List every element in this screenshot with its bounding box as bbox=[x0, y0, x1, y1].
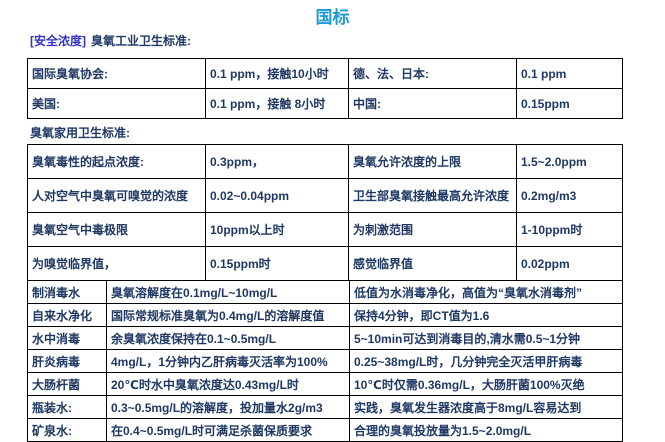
table1-cell: 国际臭氧协会: bbox=[27, 58, 206, 89]
page-title: 国标 bbox=[315, 8, 350, 27]
table3-cell: 合理的臭氧投放量为1.5~2.0mg/L bbox=[349, 418, 623, 442]
table1-cell: 0.1 ppm bbox=[516, 58, 623, 89]
table1-cell: 0.15ppm bbox=[516, 88, 623, 119]
table2-cell: 0.15ppm时 bbox=[205, 246, 349, 281]
table1-row: 美国: 0.1 ppm，接触 8小时 中国: 0.15ppm bbox=[27, 88, 623, 119]
table3-cell: 臭氧溶解度在0.1mg/L~10mg/L bbox=[106, 280, 350, 304]
table2-cell: 为刺激范围 bbox=[348, 212, 517, 247]
table3-cell: 矿泉水: bbox=[27, 418, 107, 442]
table3-cell: 瓶装水: bbox=[27, 395, 107, 419]
table2-cell: 0.02~0.04ppm bbox=[205, 178, 349, 213]
table3-row: 水中消毒 余臭氧浓度保持在0.1~0.5mg/L 5~10min可达到消毒目的,清水… bbox=[27, 326, 623, 350]
table3-cell: 0.25~38mg/L时，几分钟完全灭活甲肝病毒 bbox=[349, 349, 623, 373]
water-application-table: 制消毒水 臭氧溶解度在0.1mg/L~10mg/L 低值为水消毒净化，高值为“臭氧水… bbox=[27, 280, 623, 442]
safety-concentration-tag[interactable]: [安全浓度] bbox=[30, 34, 86, 48]
table2-cell: 人对空气中臭氧可嗅觉的浓度 bbox=[27, 178, 206, 213]
table2-cell: 0.02ppm bbox=[516, 246, 623, 281]
table2-cell: 卫生部臭氧接触最高允许浓度 bbox=[348, 178, 517, 213]
table1-cell: 中国: bbox=[348, 88, 517, 119]
table3-cell: 余臭氧浓度保持在0.1~0.5mg/L bbox=[106, 326, 350, 350]
table3-cell: 国际常规标准臭氧为0.4mg/L的溶解度值 bbox=[106, 303, 350, 327]
table2-row: 人对空气中臭氧可嗅觉的浓度 0.02~0.04ppm 卫生部臭氧接触最高允许浓度 0.… bbox=[27, 178, 623, 213]
table3-cell: 肝炎病毒 bbox=[27, 349, 107, 373]
table3-cell: 20℃时水中臭氧浓度达0.43mg/L时 bbox=[106, 372, 350, 396]
table3-row: 瓶装水: 0.3~0.5mg/L的溶解度，投加量水2g/m3 实践，臭氧发生器浓度高… bbox=[27, 395, 623, 419]
section1-heading: [安全浓度] 臭氧工业卫生标准: bbox=[30, 32, 665, 49]
table2-cell: 0.2mg/m3 bbox=[516, 178, 623, 213]
industrial-standards-table: 国际臭氧协会: 0.1 ppm，接触10小时 德、法、日本: 0.1 ppm 美国: 0.… bbox=[27, 58, 623, 119]
section2-heading: 臭氧家用卫生标准: bbox=[30, 126, 130, 140]
table1-row: 国际臭氧协会: 0.1 ppm，接触10小时 德、法、日本: 0.1 ppm bbox=[27, 58, 623, 89]
table3-cell: 大肠杆菌 bbox=[27, 372, 107, 396]
table3-cell: 水中消毒 bbox=[27, 326, 107, 350]
table2-cell: 臭氧空气中毒极限 bbox=[27, 212, 206, 247]
table3-cell: 在0.4~0.5mg/L时可满足杀菌保质要求 bbox=[106, 418, 350, 442]
table2-cell: 臭氧允许浓度的上限 bbox=[348, 144, 517, 179]
table3-row: 矿泉水: 在0.4~0.5mg/L时可满足杀菌保质要求 合理的臭氧投放量为1.5~2… bbox=[27, 418, 623, 442]
table3-cell: 低值为水消毒净化，高值为“臭氧水消毒剂” bbox=[349, 280, 623, 304]
household-standards-table: 臭氧毒性的起点浓度: 0.3ppm， 臭氧允许浓度的上限 1.5~2.0ppm 人对空气… bbox=[27, 144, 623, 281]
table3-row: 大肠杆菌 20℃时水中臭氧浓度达0.43mg/L时 10℃时仅需0.36mg/L，大… bbox=[27, 372, 623, 396]
table2-cell: 0.3ppm， bbox=[205, 144, 349, 179]
table1-cell: 0.1 ppm，接触10小时 bbox=[205, 58, 349, 89]
table3-row: 制消毒水 臭氧溶解度在0.1mg/L~10mg/L 低值为水消毒净化，高值为“臭氧水… bbox=[27, 280, 623, 304]
table2-cell: 感觉临界值 bbox=[348, 246, 517, 281]
table2-row: 为嗅觉临界值， 0.15ppm时 感觉临界值 0.02ppm bbox=[27, 246, 623, 281]
table3-cell: 保持4分钟，即CT值为1.6 bbox=[349, 303, 623, 327]
table2-cell: 10ppm以上时 bbox=[205, 212, 349, 247]
table1-cell: 0.1 ppm，接触 8小时 bbox=[205, 88, 349, 119]
table1-cell: 美国: bbox=[27, 88, 206, 119]
table3-cell: 实践，臭氧发生器浓度高于8mg/L容易达到 bbox=[349, 395, 623, 419]
table3-row: 自来水净化 国际常规标准臭氧为0.4mg/L的溶解度值 保持4分钟，即CT值为1.6 bbox=[27, 303, 623, 327]
table2-cell: 臭氧毒性的起点浓度: bbox=[27, 144, 206, 179]
section1-heading-text: 臭氧工业卫生标准: bbox=[91, 34, 191, 48]
table2-cell: 1.5~2.0ppm bbox=[516, 144, 623, 179]
table2-cell: 1-10ppm时 bbox=[516, 212, 623, 247]
table1-cell: 德、法、日本: bbox=[348, 58, 517, 89]
table2-row: 臭氧空气中毒极限 10ppm以上时 为刺激范围 1-10ppm时 bbox=[27, 212, 623, 247]
table2-cell: 为嗅觉临界值， bbox=[27, 246, 206, 281]
table3-cell: 制消毒水 bbox=[27, 280, 107, 304]
table3-cell: 自来水净化 bbox=[27, 303, 107, 327]
table2-row: 臭氧毒性的起点浓度: 0.3ppm， 臭氧允许浓度的上限 1.5~2.0ppm bbox=[27, 144, 623, 179]
table3-cell: 4mg/L，1分钟内乙肝病毒灭活率为100% bbox=[106, 349, 350, 373]
table3-cell: 10℃时仅需0.36mg/L，大肠肝菌100%灭绝 bbox=[349, 372, 623, 396]
table3-cell: 5~10min可达到消毒目的,清水需0.5~1分钟 bbox=[349, 326, 623, 350]
table3-row: 肝炎病毒 4mg/L，1分钟内乙肝病毒灭活率为100% 0.25~38mg/L时，几… bbox=[27, 349, 623, 373]
table3-cell: 0.3~0.5mg/L的溶解度，投加量水2g/m3 bbox=[106, 395, 350, 419]
